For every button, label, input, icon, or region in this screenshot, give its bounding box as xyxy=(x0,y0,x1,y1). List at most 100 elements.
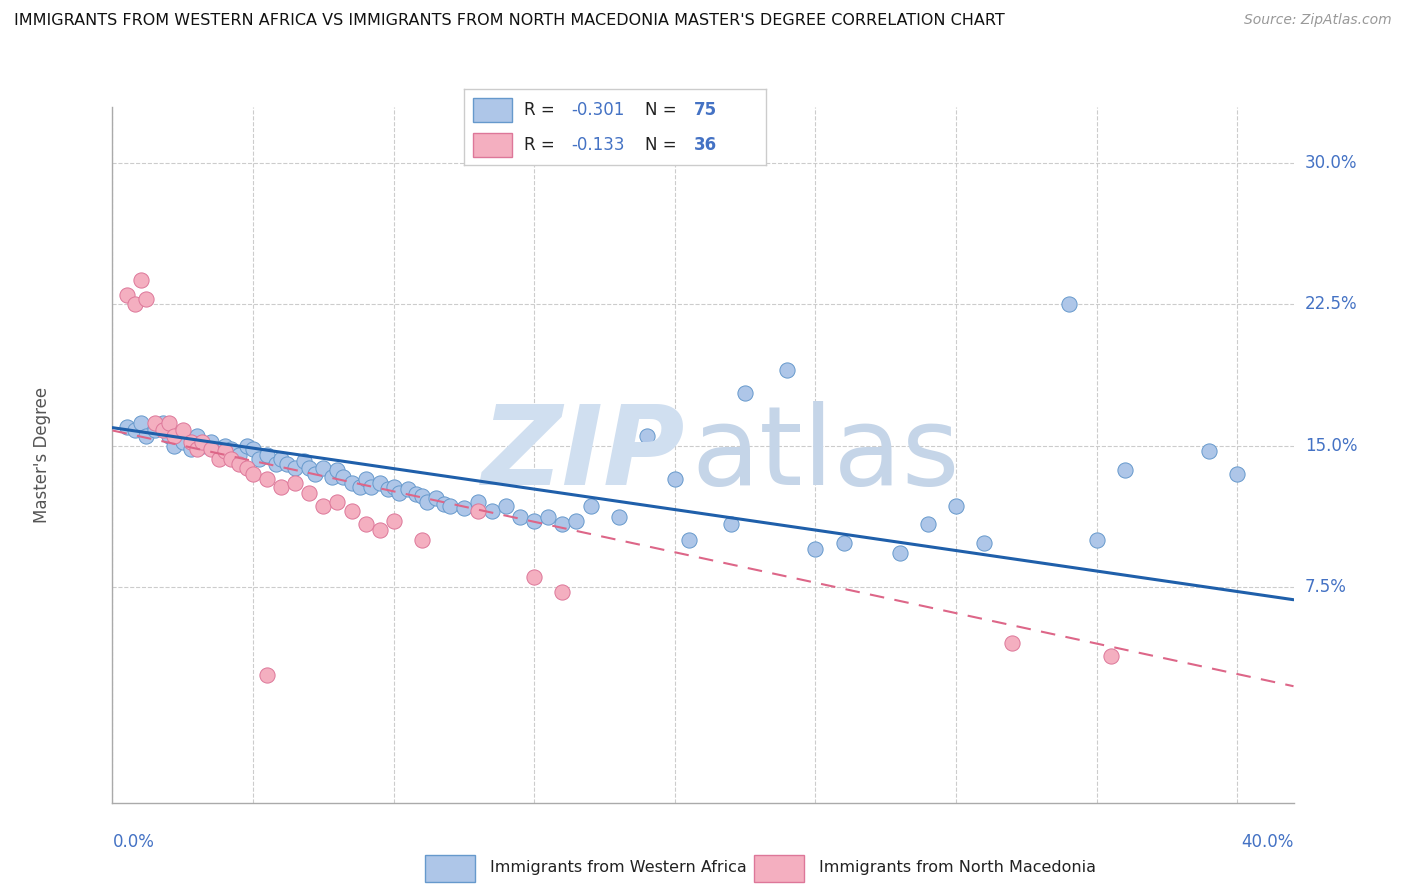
Point xyxy=(214,438,236,452)
Point xyxy=(326,495,349,509)
Point xyxy=(405,487,427,501)
Point xyxy=(157,429,180,443)
Text: Immigrants from Western Africa: Immigrants from Western Africa xyxy=(491,860,747,875)
Point xyxy=(565,514,588,528)
Point xyxy=(208,442,231,457)
Point xyxy=(270,480,292,494)
Point xyxy=(124,424,146,438)
Point xyxy=(382,480,405,494)
Point xyxy=(368,523,391,537)
Point xyxy=(172,434,194,449)
Point xyxy=(143,424,166,438)
Point xyxy=(284,476,307,491)
Text: -0.301: -0.301 xyxy=(571,101,624,119)
Point xyxy=(143,416,166,430)
Text: Master's Degree: Master's Degree xyxy=(32,387,51,523)
Point xyxy=(1114,463,1136,477)
Point xyxy=(832,536,855,550)
Point xyxy=(208,451,231,466)
Point xyxy=(377,482,399,496)
Point xyxy=(304,467,326,481)
Text: 36: 36 xyxy=(693,136,717,154)
Point xyxy=(523,570,546,584)
Point xyxy=(607,510,630,524)
Point xyxy=(1226,467,1249,481)
Point xyxy=(236,438,259,452)
Point xyxy=(163,429,186,443)
Point xyxy=(411,533,433,547)
Text: N =: N = xyxy=(645,101,682,119)
Point xyxy=(172,424,194,438)
FancyBboxPatch shape xyxy=(472,97,512,122)
Point xyxy=(214,444,236,458)
Point xyxy=(256,448,278,462)
Point xyxy=(354,517,377,532)
Point xyxy=(200,434,222,449)
Point xyxy=(242,442,264,457)
Point xyxy=(129,416,152,430)
Point xyxy=(256,472,278,486)
Point xyxy=(439,499,461,513)
Point xyxy=(889,546,911,560)
Point xyxy=(340,476,363,491)
Text: 15.0%: 15.0% xyxy=(1305,436,1357,455)
Point xyxy=(416,495,439,509)
Point xyxy=(191,434,214,449)
Point xyxy=(396,482,419,496)
Point xyxy=(551,585,574,599)
Text: R =: R = xyxy=(524,136,561,154)
Point xyxy=(467,495,489,509)
Point xyxy=(678,533,700,547)
Point xyxy=(157,416,180,430)
Point xyxy=(115,288,138,302)
Point xyxy=(354,472,377,486)
Point xyxy=(411,489,433,503)
Point xyxy=(191,438,214,452)
Point xyxy=(292,453,315,467)
Text: 40.0%: 40.0% xyxy=(1241,833,1294,851)
Text: R =: R = xyxy=(524,101,561,119)
Point xyxy=(973,536,995,550)
Point xyxy=(298,461,321,475)
Point xyxy=(537,510,560,524)
Point xyxy=(579,499,602,513)
Point xyxy=(368,476,391,491)
Point xyxy=(945,499,967,513)
Point xyxy=(523,514,546,528)
Point xyxy=(247,451,270,466)
Point xyxy=(284,461,307,475)
Point xyxy=(186,442,208,457)
Point xyxy=(467,504,489,518)
FancyBboxPatch shape xyxy=(754,855,804,881)
Text: 7.5%: 7.5% xyxy=(1305,577,1347,596)
Point xyxy=(453,500,475,515)
Point xyxy=(1085,533,1108,547)
Text: N =: N = xyxy=(645,136,682,154)
FancyBboxPatch shape xyxy=(472,133,512,158)
Point xyxy=(664,472,686,486)
Text: 0.0%: 0.0% xyxy=(112,833,155,851)
Point xyxy=(433,497,456,511)
Point xyxy=(1099,649,1122,664)
Text: ZIP: ZIP xyxy=(482,401,685,508)
Point xyxy=(312,461,335,475)
Point xyxy=(219,451,242,466)
Point xyxy=(332,470,354,484)
Point xyxy=(340,504,363,518)
Point xyxy=(115,419,138,434)
Text: atlas: atlas xyxy=(692,401,960,508)
Point xyxy=(236,461,259,475)
Point xyxy=(180,434,202,449)
Point xyxy=(509,510,531,524)
Point xyxy=(917,517,939,532)
Point xyxy=(776,363,799,377)
Point xyxy=(242,467,264,481)
Point xyxy=(124,297,146,311)
Text: Immigrants from North Macedonia: Immigrants from North Macedonia xyxy=(820,860,1097,875)
Point xyxy=(200,442,222,457)
FancyBboxPatch shape xyxy=(425,855,475,881)
Point xyxy=(360,480,382,494)
Point xyxy=(1198,444,1220,458)
Point xyxy=(135,429,157,443)
Point xyxy=(388,485,411,500)
